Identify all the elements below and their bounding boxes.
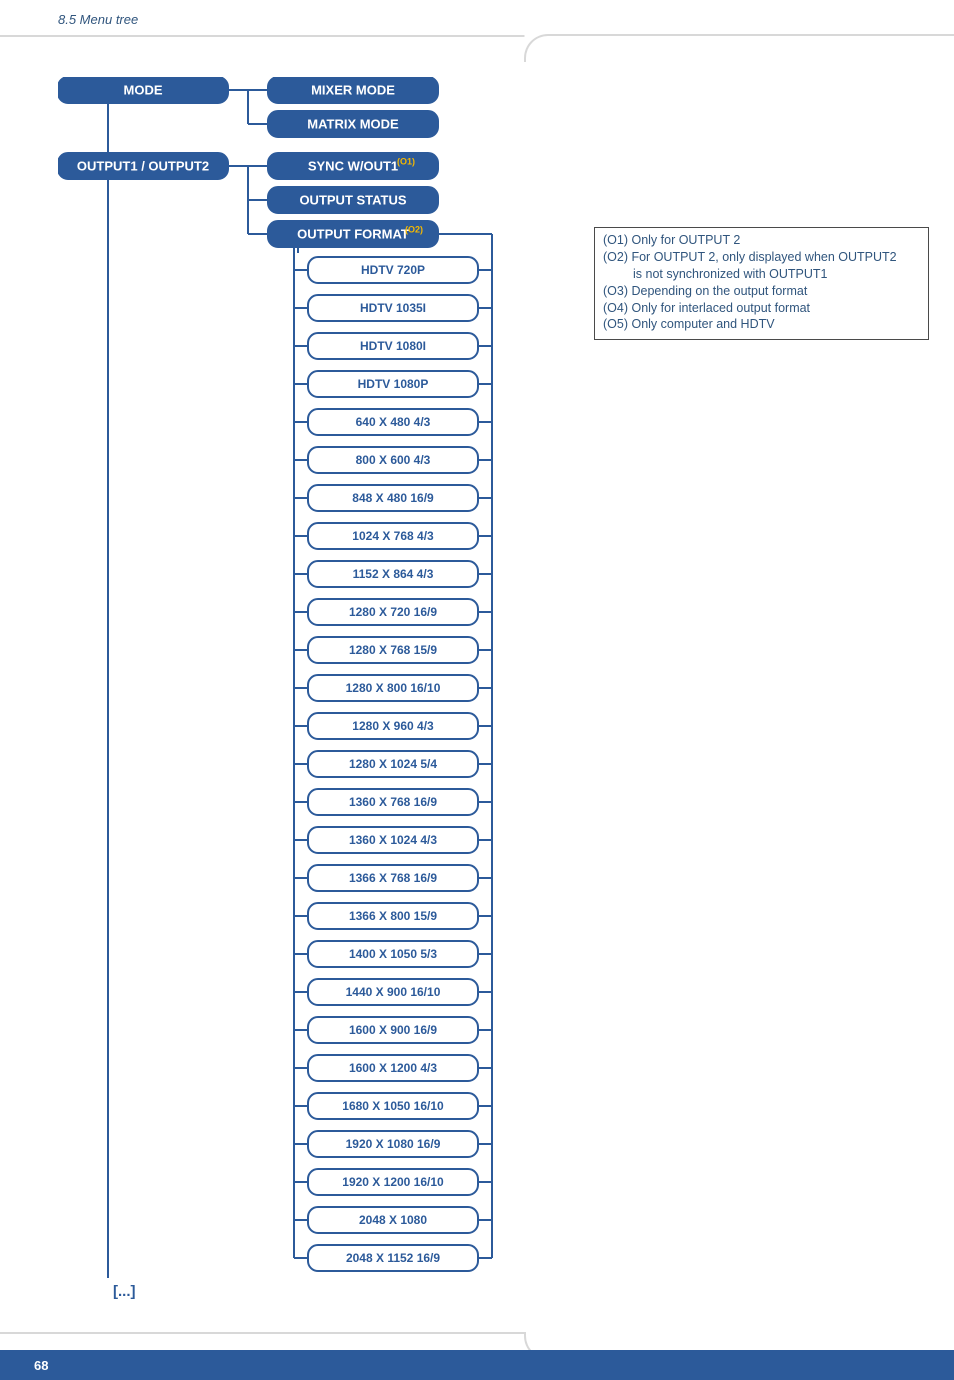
tree-node: 1280 X 720 16/9 (308, 599, 478, 625)
legend-line: (O4) Only for interlaced output format (603, 300, 920, 317)
tree-node: 1680 X 1050 16/10 (308, 1093, 478, 1119)
svg-text:1280 X 800 16/10: 1280 X 800 16/10 (346, 681, 441, 695)
svg-text:1920 X 1080 16/9: 1920 X 1080 16/9 (346, 1137, 441, 1151)
legend-line: (O1) Only for OUTPUT 2 (603, 232, 920, 249)
footer-bar: 68 (0, 1350, 954, 1380)
svg-text:1366 X 800 15/9: 1366 X 800 15/9 (349, 909, 437, 923)
svg-text:HDTV 720P: HDTV 720P (361, 263, 425, 277)
tree-node: 1920 X 1080 16/9 (308, 1131, 478, 1157)
svg-text:1280 X 768 15/9: 1280 X 768 15/9 (349, 643, 437, 657)
svg-text:1400 X 1050 5/3: 1400 X 1050 5/3 (349, 947, 437, 961)
svg-text:800 X 600 4/3: 800 X 600 4/3 (356, 453, 431, 467)
svg-text:HDTV 1080P: HDTV 1080P (358, 377, 429, 391)
tree-node: 848 X 480 16/9 (308, 485, 478, 511)
svg-text:1440 X 900 16/10: 1440 X 900 16/10 (346, 985, 441, 999)
svg-text:(O1): (O1) (397, 156, 415, 166)
svg-text:MIXER MODE: MIXER MODE (311, 82, 395, 97)
tree-node: 1360 X 768 16/9 (308, 789, 478, 815)
tree-node: 1366 X 768 16/9 (308, 865, 478, 891)
tree-node: 1280 X 768 15/9 (308, 637, 478, 663)
tree-node: 800 X 600 4/3 (308, 447, 478, 473)
svg-text:OUTPUT1 / OUTPUT2: OUTPUT1 / OUTPUT2 (77, 158, 209, 173)
tree-node: 1152 X 864 4/3 (308, 561, 478, 587)
tree-node: 1024 X 768 4/3 (308, 523, 478, 549)
svg-text:(O2): (O2) (405, 224, 423, 234)
page-number: 68 (0, 1358, 48, 1373)
svg-text:1152 X 864 4/3: 1152 X 864 4/3 (353, 567, 434, 581)
tree-node: 2048 X 1152 16/9 (308, 1245, 478, 1271)
svg-text:2048 X 1080: 2048 X 1080 (359, 1213, 427, 1227)
tree-node: MATRIX MODE (268, 111, 438, 137)
legend-line: (O5) Only computer and HDTV (603, 316, 920, 333)
svg-text:1680 X 1050 16/10: 1680 X 1050 16/10 (342, 1099, 444, 1113)
tree-node: 1400 X 1050 5/3 (308, 941, 478, 967)
svg-text:1600 X 1200 4/3: 1600 X 1200 4/3 (349, 1061, 437, 1075)
legend-line: is not synchronized with OUTPUT1 (603, 266, 920, 283)
tree-node: 1366 X 800 15/9 (308, 903, 478, 929)
svg-text:1280 X 720 16/9: 1280 X 720 16/9 (349, 605, 437, 619)
svg-text:1024 X 768 4/3: 1024 X 768 4/3 (352, 529, 434, 543)
tree-node: MODE (58, 77, 228, 103)
tree-node: 1360 X 1024 4/3 (308, 827, 478, 853)
tree-svg: MODE OUTPUT1 / OUTPUT2 MIXER MODE MATRIX MO… (58, 77, 502, 1288)
tree-node: 2048 X 1080 (308, 1207, 478, 1233)
svg-text:1366 X 768 16/9: 1366 X 768 16/9 (349, 871, 437, 885)
tree-node: 1600 X 1200 4/3 (308, 1055, 478, 1081)
legend-line: (O3) Depending on the output format (603, 283, 920, 300)
tree-node: MIXER MODE (268, 77, 438, 103)
page-footer: 68 (0, 1338, 954, 1380)
continuation-marker: [...] (113, 1283, 136, 1300)
legend-box: (O1) Only for OUTPUT 2(O2) For OUTPUT 2,… (594, 227, 929, 340)
tree-node: 1280 X 800 16/10 (308, 675, 478, 701)
tree-node: 1280 X 960 4/3 (308, 713, 478, 739)
section-title: 8.5 Menu tree (58, 12, 138, 27)
tree-node: 1920 X 1200 16/10 (308, 1169, 478, 1195)
svg-text:1920 X 1200 16/10: 1920 X 1200 16/10 (342, 1175, 444, 1189)
tree-node: HDTV 1080P (308, 371, 478, 397)
tree-node: 1600 X 900 16/9 (308, 1017, 478, 1043)
tree-node: SYNC W/OUT1(O1) (268, 153, 438, 179)
menu-tree-diagram: MODE OUTPUT1 / OUTPUT2 MIXER MODE MATRIX MO… (0, 37, 954, 1328)
legend-line: (O2) For OUTPUT 2, only displayed when O… (603, 249, 920, 266)
svg-text:640 X 480 4/3: 640 X 480 4/3 (356, 415, 431, 429)
tree-node: HDTV 1035I (308, 295, 478, 321)
svg-text:2048 X 1152 16/9: 2048 X 1152 16/9 (346, 1251, 440, 1265)
section-header: 8.5 Menu tree (0, 0, 954, 35)
tree-node: OUTPUT STATUS (268, 187, 438, 213)
svg-text:HDTV 1035I: HDTV 1035I (360, 301, 426, 315)
tree-node: HDTV 720P (308, 257, 478, 283)
footer-divider (0, 1332, 525, 1334)
svg-text:MATRIX MODE: MATRIX MODE (307, 116, 399, 131)
svg-text:SYNC W/OUT1: SYNC W/OUT1 (308, 158, 398, 173)
svg-text:OUTPUT FORMAT: OUTPUT FORMAT (297, 226, 409, 241)
tree-node: 1280 X 1024 5/4 (308, 751, 478, 777)
svg-text:MODE: MODE (124, 82, 163, 97)
svg-text:1600 X 900 16/9: 1600 X 900 16/9 (349, 1023, 437, 1037)
svg-text:1360 X 1024 4/3: 1360 X 1024 4/3 (349, 833, 437, 847)
svg-text:HDTV 1080I: HDTV 1080I (360, 339, 426, 353)
svg-text:848 X 480 16/9: 848 X 480 16/9 (352, 491, 434, 505)
tree-node: 1440 X 900 16/10 (308, 979, 478, 1005)
svg-text:1280 X 960 4/3: 1280 X 960 4/3 (352, 719, 434, 733)
tree-node: OUTPUT FORMAT(O2) (268, 221, 438, 247)
tree-node: OUTPUT1 / OUTPUT2 (58, 153, 228, 179)
tree-node: HDTV 1080I (308, 333, 478, 359)
svg-text:1280 X 1024 5/4: 1280 X 1024 5/4 (349, 757, 437, 771)
svg-text:1360 X 768 16/9: 1360 X 768 16/9 (349, 795, 437, 809)
svg-text:OUTPUT STATUS: OUTPUT STATUS (299, 192, 406, 207)
tree-node: 640 X 480 4/3 (308, 409, 478, 435)
